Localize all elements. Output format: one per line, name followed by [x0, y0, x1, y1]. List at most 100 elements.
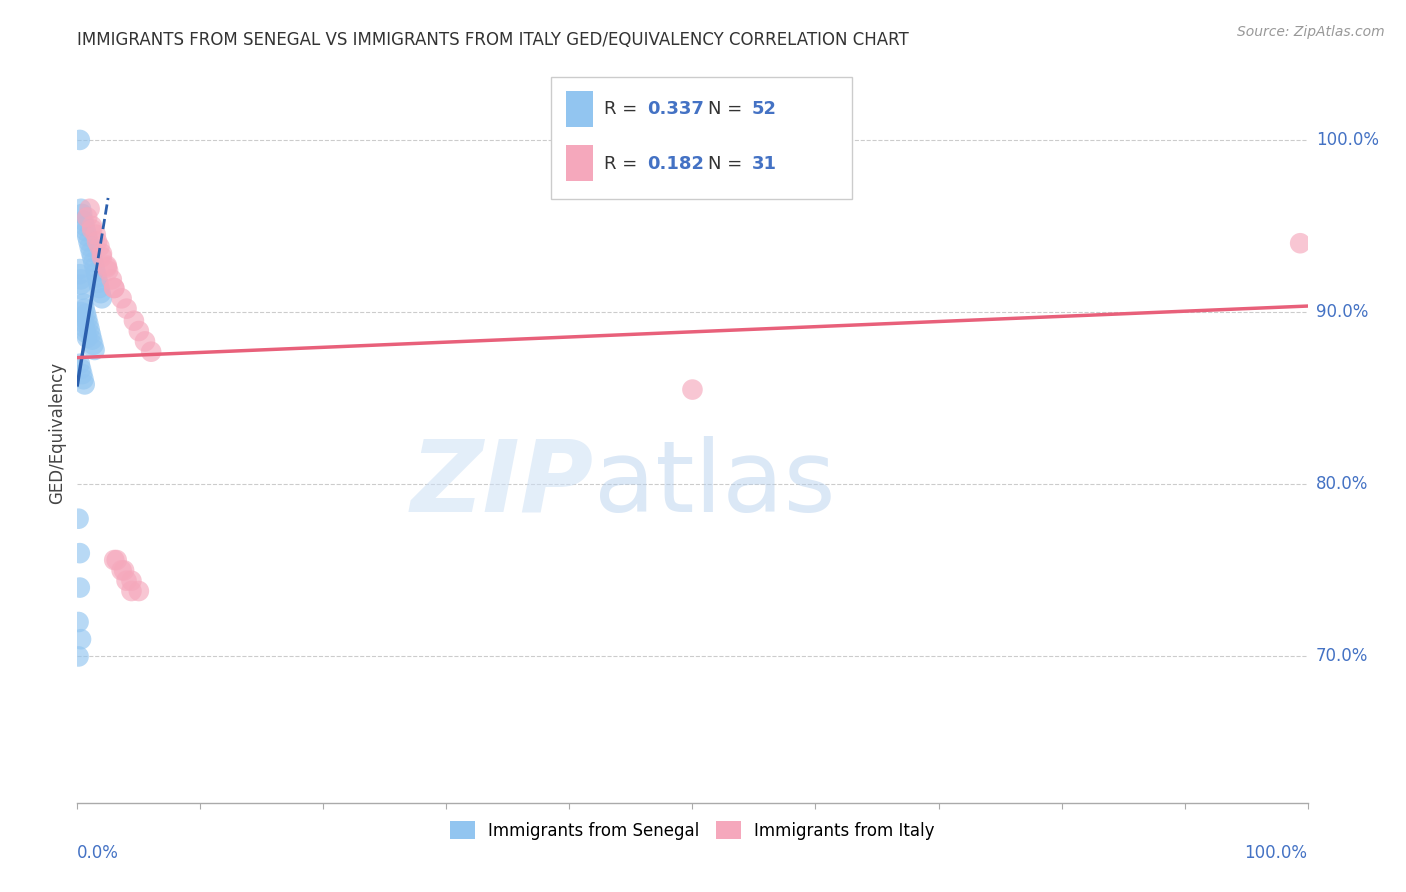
Point — [111, 291, 132, 305]
FancyBboxPatch shape — [565, 145, 593, 181]
Point — [101, 272, 124, 286]
Point — [97, 264, 120, 278]
Text: atlas: atlas — [595, 436, 835, 533]
Point — [89, 281, 111, 295]
Point — [77, 235, 100, 249]
Point — [682, 383, 704, 397]
Text: R =: R = — [605, 100, 643, 118]
Point — [111, 563, 132, 577]
Point — [115, 574, 138, 588]
Text: 0.0%: 0.0% — [77, 844, 120, 862]
Point — [122, 314, 145, 328]
Point — [82, 250, 104, 264]
Text: 52: 52 — [752, 100, 776, 118]
Text: Source: ZipAtlas.com: Source: ZipAtlas.com — [1237, 25, 1385, 39]
Point — [72, 214, 94, 228]
Point — [86, 270, 108, 285]
Point — [87, 276, 110, 290]
Text: ZIP: ZIP — [411, 436, 595, 533]
Point — [75, 326, 97, 340]
Point — [82, 338, 104, 352]
Point — [86, 235, 108, 249]
Point — [103, 553, 125, 567]
Point — [73, 219, 96, 233]
Point — [90, 286, 112, 301]
Point — [67, 615, 90, 629]
Point — [76, 312, 98, 326]
Point — [80, 327, 103, 342]
Point — [69, 546, 91, 560]
Point — [90, 291, 114, 305]
Point — [82, 255, 104, 269]
Legend: Immigrants from Senegal, Immigrants from Italy: Immigrants from Senegal, Immigrants from… — [443, 814, 942, 847]
Point — [134, 334, 156, 349]
Point — [76, 229, 98, 244]
Text: N =: N = — [709, 100, 748, 118]
Y-axis label: GED/Equivalency: GED/Equivalency — [48, 361, 66, 504]
FancyBboxPatch shape — [551, 78, 852, 200]
Point — [69, 133, 91, 147]
Point — [77, 317, 100, 331]
Point — [84, 227, 107, 242]
Point — [115, 301, 138, 316]
Text: 100.0%: 100.0% — [1316, 131, 1379, 149]
Point — [89, 240, 111, 254]
Point — [103, 281, 125, 295]
Point — [83, 343, 105, 357]
Point — [128, 324, 150, 338]
Point — [79, 240, 101, 254]
Text: IMMIGRANTS FROM SENEGAL VS IMMIGRANTS FROM ITALY GED/EQUIVALENCY CORRELATION CHA: IMMIGRANTS FROM SENEGAL VS IMMIGRANTS FR… — [77, 31, 910, 49]
Point — [72, 315, 94, 329]
Text: 100.0%: 100.0% — [1244, 844, 1308, 862]
Point — [82, 219, 104, 233]
Point — [80, 244, 103, 259]
FancyBboxPatch shape — [565, 91, 593, 127]
Point — [72, 296, 94, 310]
Point — [1289, 236, 1312, 251]
Point — [69, 357, 91, 371]
Point — [90, 246, 114, 260]
Point — [70, 632, 93, 647]
Text: 0.182: 0.182 — [647, 155, 704, 173]
Point — [84, 265, 107, 279]
Point — [75, 224, 97, 238]
Point — [76, 331, 98, 345]
Point — [73, 377, 96, 392]
Text: 80.0%: 80.0% — [1316, 475, 1368, 493]
Point — [83, 260, 105, 275]
Point — [96, 260, 118, 275]
Point — [128, 584, 150, 599]
Point — [96, 259, 118, 273]
Point — [70, 367, 93, 381]
Point — [112, 563, 135, 577]
Point — [79, 202, 101, 216]
Point — [72, 372, 94, 386]
Point — [70, 283, 93, 297]
Point — [69, 267, 91, 281]
Point — [141, 344, 163, 359]
Point — [70, 202, 93, 216]
Point — [73, 320, 96, 334]
Point — [70, 305, 93, 319]
Point — [90, 250, 114, 264]
Text: 0.337: 0.337 — [647, 100, 704, 118]
Point — [73, 301, 96, 316]
Point — [69, 262, 91, 277]
Point — [70, 310, 93, 325]
Point — [121, 574, 143, 588]
Point — [69, 581, 91, 595]
Point — [70, 272, 93, 286]
Point — [82, 333, 104, 347]
Point — [67, 512, 90, 526]
Point — [75, 307, 97, 321]
Point — [76, 211, 98, 225]
Point — [103, 281, 125, 295]
Point — [105, 553, 128, 567]
Point — [121, 584, 143, 599]
Point — [70, 277, 93, 292]
Point — [82, 222, 104, 236]
Text: 31: 31 — [752, 155, 776, 173]
Text: R =: R = — [605, 155, 643, 173]
Point — [67, 649, 90, 664]
Text: 90.0%: 90.0% — [1316, 303, 1368, 321]
